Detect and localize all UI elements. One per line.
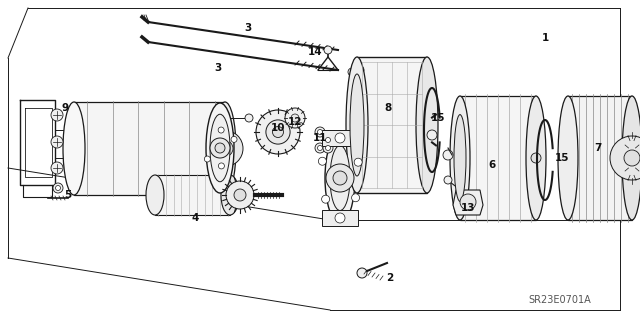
Circle shape	[354, 158, 362, 166]
Circle shape	[326, 137, 330, 143]
Circle shape	[51, 162, 63, 174]
Circle shape	[234, 189, 246, 201]
Ellipse shape	[63, 102, 85, 195]
Circle shape	[353, 76, 361, 84]
Circle shape	[317, 130, 323, 135]
Circle shape	[610, 136, 640, 180]
Circle shape	[351, 194, 360, 202]
Circle shape	[322, 195, 330, 203]
Text: 8: 8	[385, 103, 392, 113]
Text: 13: 13	[461, 203, 476, 213]
Circle shape	[335, 133, 345, 143]
Circle shape	[226, 181, 254, 209]
Circle shape	[318, 157, 326, 165]
Polygon shape	[155, 175, 230, 215]
Polygon shape	[74, 102, 225, 195]
Text: 6: 6	[488, 160, 495, 170]
Ellipse shape	[454, 115, 466, 201]
Circle shape	[324, 46, 332, 54]
Circle shape	[291, 114, 299, 122]
Circle shape	[217, 140, 233, 157]
Text: 9: 9	[61, 103, 68, 113]
Circle shape	[335, 213, 345, 223]
Ellipse shape	[526, 96, 546, 220]
Polygon shape	[453, 190, 483, 215]
Ellipse shape	[210, 114, 230, 182]
Polygon shape	[322, 130, 358, 146]
Ellipse shape	[221, 175, 239, 215]
Ellipse shape	[214, 102, 236, 195]
Circle shape	[444, 176, 452, 184]
Circle shape	[357, 268, 367, 278]
Circle shape	[317, 145, 323, 151]
Circle shape	[326, 145, 330, 151]
Circle shape	[460, 194, 476, 210]
Circle shape	[218, 163, 225, 169]
Circle shape	[215, 143, 225, 153]
Circle shape	[207, 130, 243, 167]
Circle shape	[285, 108, 305, 128]
Circle shape	[245, 114, 253, 122]
Text: 1: 1	[541, 33, 548, 43]
Circle shape	[315, 143, 325, 153]
Circle shape	[624, 150, 640, 166]
Polygon shape	[568, 96, 632, 220]
Ellipse shape	[325, 133, 355, 223]
Ellipse shape	[206, 103, 234, 193]
Circle shape	[51, 109, 63, 121]
Text: 12: 12	[288, 117, 302, 127]
Circle shape	[273, 127, 284, 137]
Text: 3: 3	[244, 23, 252, 33]
Circle shape	[51, 136, 63, 148]
Circle shape	[356, 66, 364, 74]
Circle shape	[204, 156, 211, 162]
Ellipse shape	[416, 57, 438, 193]
Text: 2: 2	[387, 273, 394, 283]
Ellipse shape	[146, 175, 164, 215]
Text: 15: 15	[431, 113, 445, 123]
Polygon shape	[322, 210, 358, 226]
Circle shape	[218, 127, 224, 133]
Ellipse shape	[346, 57, 368, 193]
Text: SR23E0701A: SR23E0701A	[529, 295, 591, 305]
Circle shape	[333, 171, 347, 185]
Circle shape	[531, 153, 541, 163]
Circle shape	[326, 164, 354, 192]
Text: 11: 11	[313, 133, 327, 143]
Text: 15: 15	[555, 153, 569, 163]
Polygon shape	[460, 96, 536, 220]
Text: 4: 4	[191, 213, 198, 223]
Text: 5: 5	[65, 190, 72, 200]
Circle shape	[53, 183, 63, 193]
Ellipse shape	[558, 96, 578, 220]
Ellipse shape	[450, 96, 470, 220]
Circle shape	[56, 186, 61, 190]
Circle shape	[266, 120, 290, 144]
Ellipse shape	[622, 96, 640, 220]
Text: 14: 14	[308, 47, 323, 57]
Text: 10: 10	[271, 123, 285, 133]
Ellipse shape	[350, 74, 364, 176]
Polygon shape	[357, 57, 427, 193]
Circle shape	[427, 130, 437, 140]
Circle shape	[323, 143, 333, 153]
Circle shape	[315, 127, 325, 137]
Circle shape	[256, 110, 300, 154]
Text: 3: 3	[214, 63, 221, 73]
Circle shape	[443, 150, 453, 160]
Circle shape	[210, 138, 230, 158]
Ellipse shape	[330, 145, 350, 211]
Circle shape	[231, 136, 237, 142]
Text: 7: 7	[595, 143, 602, 153]
Circle shape	[323, 135, 333, 145]
Circle shape	[348, 68, 356, 76]
